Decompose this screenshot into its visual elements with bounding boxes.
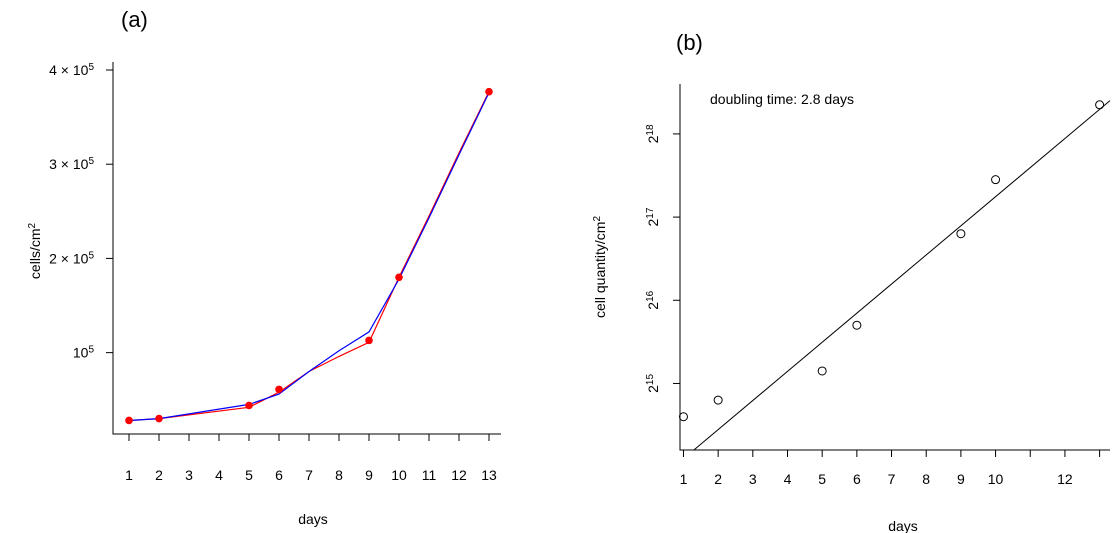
- x-tick-label-9: 9: [365, 467, 373, 483]
- panel-b-axes: [679, 84, 1110, 451]
- panel-a-y-axis-title-text: cells/cm: [27, 229, 43, 280]
- data-point-day-10: [395, 273, 403, 282]
- x-tick-label-8: 8: [335, 467, 343, 483]
- data-point-day-2: [713, 395, 723, 405]
- panel-a-series: [125, 87, 493, 425]
- data-point-day-6: [275, 385, 283, 394]
- data-point-day-1: [678, 412, 688, 422]
- b-x-tick-label-8: 8: [922, 471, 930, 487]
- b-x-tick-label-2: 2: [714, 471, 722, 487]
- b-y-tick-label-16: 216: [645, 290, 662, 309]
- data-point-day-13: [1095, 100, 1105, 110]
- b-x-tick-label-4: 4: [784, 471, 792, 487]
- series-line-1: [128, 91, 490, 422]
- x-tick-label-12: 12: [451, 467, 467, 483]
- b-x-tick-label-3: 3: [749, 471, 757, 487]
- panel-b-y-axis-title: cell quantity/cm2: [592, 216, 609, 318]
- b-x-tick-label-12: 12: [1057, 471, 1073, 487]
- b-x-tick-label-9: 9: [957, 471, 965, 487]
- panel-b-x-axis-title: days: [888, 518, 918, 533]
- x-tick-label-5: 5: [245, 467, 253, 483]
- x-tick-label-6: 6: [275, 467, 283, 483]
- panel-b-x-ticks: 1 2 3 4 5 6 7 8 9 10 12: [680, 450, 1101, 487]
- panel-a-x-axis-title: days: [298, 511, 328, 527]
- y-tick-label-300000: 3 × 105: [49, 156, 94, 173]
- data-point-day-2: [155, 414, 163, 423]
- panel-a-y-axis-title: cells/cm2: [27, 223, 44, 280]
- panel-a-x-ticks: 1 2 3 4 5 6 7 8 9 10 11 12 13: [125, 434, 497, 483]
- b-x-tick-label-5: 5: [818, 471, 826, 487]
- data-point-day-9: [365, 336, 373, 345]
- panel-a-label: (a): [121, 7, 148, 32]
- panel-a-axes: [112, 62, 501, 435]
- b-x-tick-label-6: 6: [853, 471, 861, 487]
- b-y-tick-label-17: 217: [645, 207, 662, 226]
- doubling-time-annotation: doubling time: 2.8 days: [710, 91, 854, 107]
- data-point-day-13: [485, 87, 493, 96]
- series-line-2: [128, 92, 490, 422]
- x-tick-label-11: 11: [422, 467, 437, 483]
- panel-b-y-ticks: 215 216 217 218: [645, 124, 680, 393]
- data-point-day-5: [817, 366, 827, 376]
- data-point-day-6: [852, 320, 862, 330]
- panel-a-y-axis-title-sup: 2: [27, 223, 38, 229]
- panel-b-y-axis-title-sup: 2: [592, 216, 603, 222]
- panel-b-fit: [693, 100, 1111, 451]
- b-y-tick-label-18: 218: [645, 124, 662, 143]
- panel-a-y-ticks: 105 2 × 105 3 × 105 4 × 105: [49, 62, 113, 361]
- b-y-tick-label-15: 215: [645, 374, 662, 393]
- data-point-day-5: [245, 401, 253, 410]
- x-tick-label-4: 4: [215, 467, 223, 483]
- data-point-day-1: [125, 416, 133, 425]
- b-x-tick-label-7: 7: [888, 471, 896, 487]
- y-tick-label-100000: 105: [73, 344, 95, 361]
- panel-b-label: (b): [676, 30, 703, 55]
- data-point-day-9: [956, 229, 966, 239]
- panel-a: (a) days cells/cm2 1 2 3 4 5 6 7 8 9 10 11 12 13 105…: [27, 7, 501, 527]
- panel-b-points: [678, 100, 1105, 422]
- y-tick-label-400000: 4 × 105: [49, 62, 94, 79]
- x-tick-label-7: 7: [305, 467, 313, 483]
- x-tick-label-13: 13: [481, 467, 497, 483]
- b-x-tick-label-10: 10: [988, 471, 1004, 487]
- x-tick-label-3: 3: [185, 467, 193, 483]
- y-tick-label-200000: 2 × 105: [49, 250, 94, 267]
- panel-b: (b) doubling time: 2.8 days days cell qu…: [592, 30, 1111, 533]
- x-tick-label-1: 1: [125, 467, 133, 483]
- x-tick-label-10: 10: [391, 467, 407, 483]
- b-x-tick-label-1: 1: [680, 471, 688, 487]
- data-point-day-10: [991, 175, 1001, 185]
- x-tick-label-2: 2: [155, 467, 163, 483]
- regression-line: [693, 100, 1111, 451]
- panel-b-y-axis-title-text: cell quantity/cm: [592, 222, 608, 318]
